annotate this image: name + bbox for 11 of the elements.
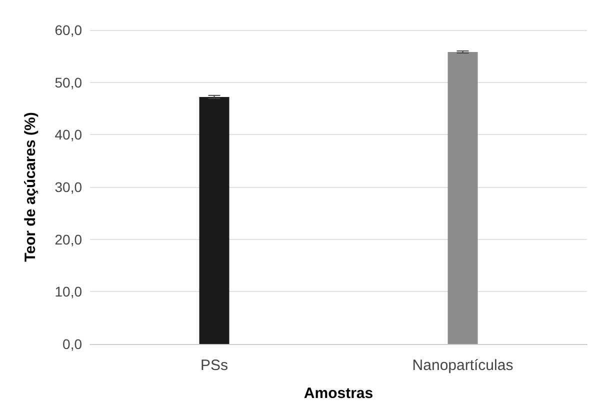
y-tick-label: 10,0: [54, 284, 82, 300]
y-tick-label: 50,0: [54, 74, 82, 90]
x-tick-label: Nanopartículas: [412, 357, 514, 374]
y-tick-label: 40,0: [54, 126, 82, 143]
y-tick-label: 60,0: [54, 22, 82, 38]
x-axis-title: Amostras: [304, 385, 374, 402]
y-axis-title: Teor de açúcares (%): [22, 112, 39, 262]
y-tick-label: 30,0: [54, 179, 82, 195]
x-tick-label: PSs: [200, 357, 228, 374]
y-tick-label: 20,0: [54, 231, 82, 248]
y-tick-label: 0,0: [62, 336, 82, 352]
